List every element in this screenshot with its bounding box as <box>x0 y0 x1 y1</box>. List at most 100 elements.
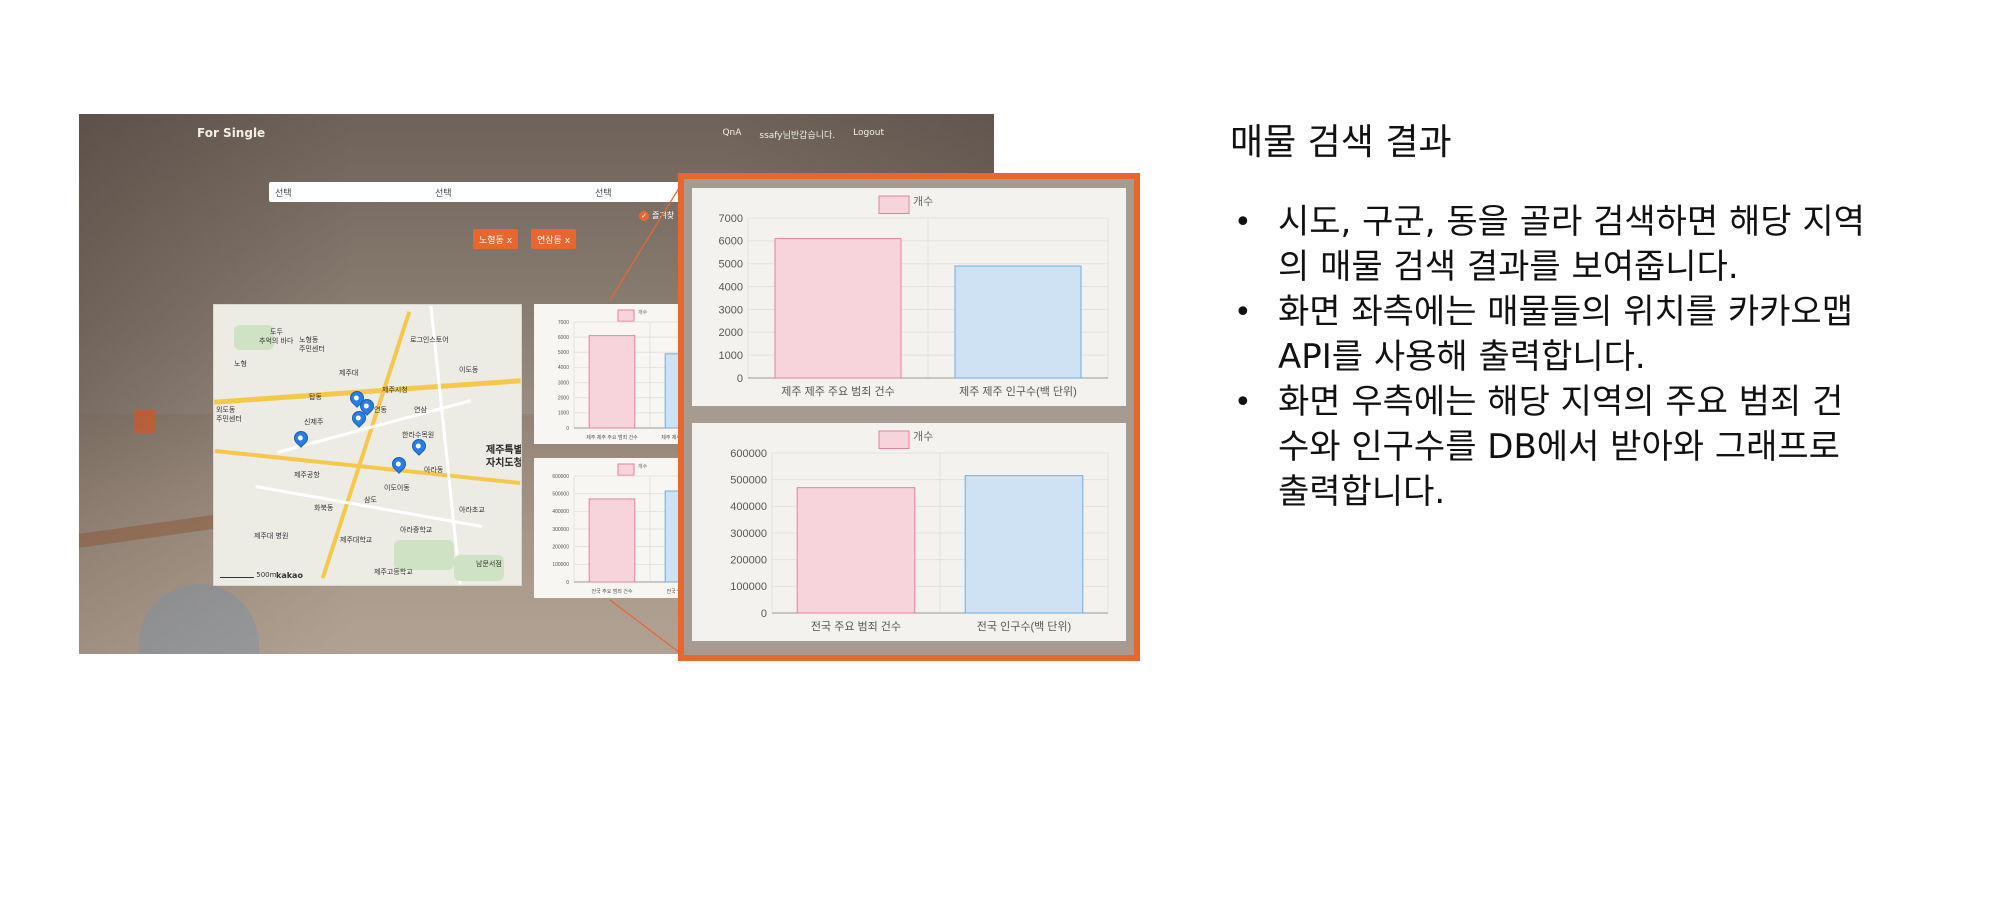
y-tick-label: 400000 <box>552 509 569 515</box>
brand-logo[interactable]: For Single <box>197 126 266 140</box>
sido-select-value: 선택 <box>275 189 292 199</box>
tag-nohyeong[interactable]: 노형동 x <box>473 229 519 249</box>
map-park <box>454 555 504 581</box>
zoomed-chart-panel: 개수 0 1000 2000 3000 4000 5000 6000 7000 제주 제주 주요 … <box>678 173 1140 661</box>
map-label: 제주대 병원 <box>254 532 289 540</box>
map-label-big: 제주특별 <box>486 445 522 456</box>
map-label: 로그인스토어 <box>410 336 449 344</box>
kakao-map[interactable]: 도두 추억의 바다 노형동 주민센터 노형 로그인스토어 제주대 이도동 외도동… <box>213 304 522 586</box>
legend-label: 개수 <box>638 463 648 470</box>
map-scale-label: 500m <box>256 571 277 579</box>
legend-swatch <box>878 195 910 214</box>
y-tick-label: 600000 <box>552 474 569 480</box>
y-tick-label: 4000 <box>558 365 569 371</box>
kakao-attribution: kakao <box>276 571 303 580</box>
map-label: 외도동 <box>216 406 236 414</box>
bullet-item: 화면 우측에는 해당 지역의 주요 범죄 건수와 인구수를 DB에서 받아와 그… <box>1230 380 1870 515</box>
y-tick-label: 0 <box>761 608 767 620</box>
map-label: 삼도 <box>364 496 377 504</box>
slide-heading: 매물 검색 결과 <box>1230 122 1452 163</box>
legend-swatch <box>617 463 635 476</box>
map-label: 주민센터 <box>216 415 242 423</box>
zoom-chart-jeju: 개수 0 1000 2000 3000 4000 5000 6000 7000 제주 제주 주요 … <box>692 188 1126 406</box>
y-tick-label: 300000 <box>730 528 767 540</box>
map-label: 주민센터 <box>299 345 325 353</box>
legend-swatch <box>878 430 910 449</box>
map-label: 탑동 <box>309 393 322 401</box>
y-tick-label: 2000 <box>558 395 569 401</box>
map-label: 이도동 <box>459 366 479 374</box>
map-label: 신제주 <box>304 418 324 426</box>
x-tick-label: 제주 제주 주요 범죄 건수 <box>781 385 894 398</box>
slide-bullets: 시도, 구군, 동을 골라 검색하면 해당 지역의 매물 검색 결과를 보여줍니… <box>1230 200 1870 515</box>
legend-swatch <box>617 309 635 322</box>
bar <box>954 265 1082 379</box>
nav-greeting: ssafy님반갑습니다. <box>759 131 836 141</box>
dong-select-value: 선택 <box>595 189 612 199</box>
sido-select[interactable]: 선택 ⬍ <box>269 182 449 202</box>
legend-label: 개수 <box>913 195 933 208</box>
favorite-toggle[interactable]: ✓ 즐겨찾 <box>639 210 674 221</box>
map-scale-line <box>220 573 254 578</box>
map-label: 아라동 <box>424 466 444 474</box>
bullet-item: 화면 좌측에는 매물들의 위치를 카카오맵 API를 사용해 출력합니다. <box>1230 290 1870 380</box>
top-nav: QnA ssafy님반갑습니다. Logout <box>722 128 884 141</box>
y-tick-label: 5000 <box>558 350 569 356</box>
zoom-chart-national: 개수 0 100000 200000 300000 400000 500000 600000 전… <box>692 423 1126 641</box>
map-label: 화북동 <box>314 504 334 512</box>
map-label: 노형 <box>234 360 247 368</box>
y-tick-label: 100000 <box>730 581 767 593</box>
legend-label: 개수 <box>638 309 648 316</box>
y-tick-label: 3000 <box>719 304 743 316</box>
x-tick-label: 제주 제주 인구수(백 단위) <box>959 385 1077 398</box>
map-label: 연삼 <box>414 406 427 414</box>
legend-label: 개수 <box>913 430 933 443</box>
y-tick-label: 2000 <box>719 327 743 339</box>
y-tick-label: 600000 <box>730 448 767 460</box>
y-tick-label: 3000 <box>558 380 569 386</box>
y-tick-label: 7000 <box>558 320 569 326</box>
zoom-chart-national-svg: 개수 0 100000 200000 300000 400000 500000 600000 전… <box>730 430 1109 633</box>
y-tick-label: 0 <box>566 580 569 586</box>
map-road <box>214 448 521 486</box>
map-label: 제주시청 <box>382 386 408 394</box>
x-tick-label: 전국 주요 범죄 건수 <box>811 620 901 633</box>
map-label-big: 자치도청 <box>486 458 522 469</box>
map-label: 이도이동 <box>384 484 410 492</box>
bullet-item: 시도, 구군, 동을 골라 검색하면 해당 지역의 매물 검색 결과를 보여줍니… <box>1230 200 1870 290</box>
map-park <box>394 540 454 570</box>
map-label: 남문서점 <box>476 560 502 568</box>
y-tick-label: 0 <box>566 426 569 432</box>
map-label: 추억의 바다 <box>259 337 294 345</box>
map-label: 제주대 <box>339 369 359 377</box>
y-tick-label: 100000 <box>552 562 569 568</box>
nav-logout-link[interactable]: Logout <box>853 128 884 138</box>
y-tick-label: 1000 <box>558 411 569 417</box>
background-lamp <box>134 409 156 433</box>
y-tick-label: 200000 <box>552 544 569 550</box>
zoom-chart-jeju-svg: 개수 0 1000 2000 3000 4000 5000 6000 7000 제주 제주 주요 … <box>719 195 1109 398</box>
y-tick-label: 0 <box>737 373 743 385</box>
map-label: 도두 <box>270 328 283 336</box>
y-tick-label: 6000 <box>719 236 743 248</box>
bar <box>588 498 636 583</box>
map-label: 제주고등학교 <box>374 568 413 576</box>
gugun-select-value: 선택 <box>435 189 452 199</box>
map-label: 연동 <box>374 406 387 414</box>
y-tick-label: 500000 <box>552 491 569 497</box>
y-tick-label: 1000 <box>719 350 743 362</box>
map-label: 아라초교 <box>459 506 485 514</box>
y-tick-label: 6000 <box>558 335 569 341</box>
x-tick-label: 전국 주요 범죄 건수 <box>592 588 633 595</box>
x-tick-label: 제주 제주 주요 범죄 건수 <box>586 434 638 441</box>
gugun-select[interactable]: 선택 ⬍ <box>429 182 609 202</box>
tag-yeonsam[interactable]: 연삼동 x <box>531 229 577 249</box>
check-icon: ✓ <box>639 210 649 221</box>
x-tick-label: 전국 인구수(백 단위) <box>977 620 1071 633</box>
y-tick-label: 200000 <box>730 555 767 567</box>
nav-qna-link[interactable]: QnA <box>722 128 742 138</box>
favorite-label: 즐겨찾 <box>652 211 675 220</box>
y-tick-label: 4000 <box>719 281 743 293</box>
map-label: 아라중학교 <box>400 526 433 534</box>
map-label: 노형동 <box>299 336 319 344</box>
